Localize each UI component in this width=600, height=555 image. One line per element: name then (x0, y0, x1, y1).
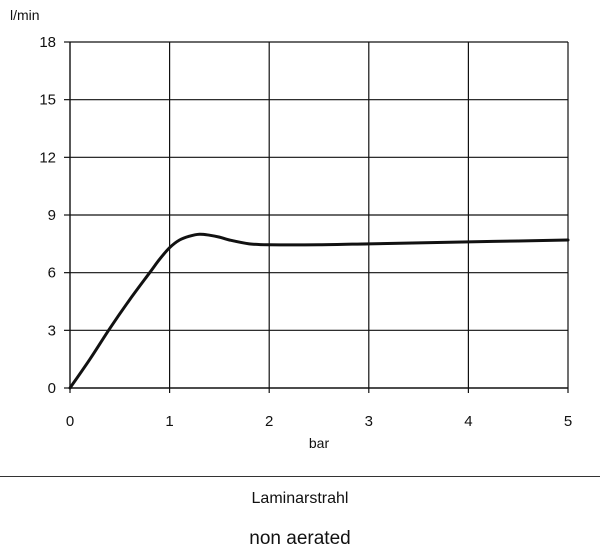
chart-caption: Laminarstrahl (251, 490, 349, 507)
y-tick-label: 15 (39, 92, 56, 109)
x-tick-label: 2 (265, 413, 273, 430)
y-tick-label: 6 (48, 265, 56, 282)
caption-divider (0, 476, 600, 477)
y-tick-label: 18 (39, 34, 56, 51)
y-tick-label: 12 (39, 149, 56, 166)
y-tick-label: 0 (48, 380, 56, 397)
y-axis-label: l/min (10, 7, 40, 23)
x-axis-label: bar (309, 435, 330, 451)
y-tick-label: 3 (48, 322, 56, 339)
x-tick-label: 3 (365, 413, 373, 430)
chart-subcaption: non aerated (249, 528, 351, 549)
series-line (68, 232, 570, 390)
x-tick-label: 1 (165, 413, 173, 430)
x-tick-label: 5 (564, 413, 572, 430)
x-tick-label: 0 (66, 413, 74, 430)
y-tick-label: 9 (48, 207, 56, 224)
x-tick-label: 4 (464, 413, 472, 430)
